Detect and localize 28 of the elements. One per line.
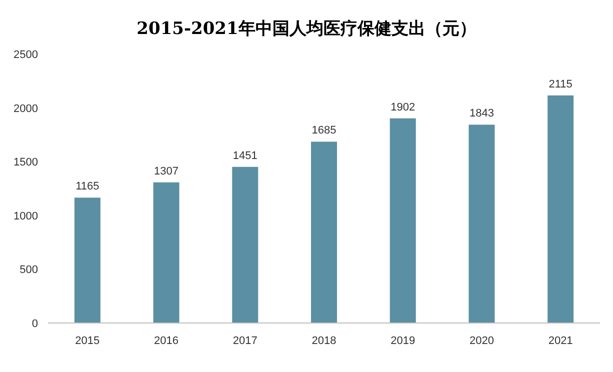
data-label: 1307: [154, 165, 179, 178]
x-tick-label: 2020: [469, 335, 494, 347]
bar: [74, 198, 100, 323]
x-tick-label: 2015: [75, 335, 100, 347]
data-label: 1165: [76, 180, 100, 193]
y-tick-label: 2000: [14, 102, 38, 115]
data-label: 1902: [390, 101, 416, 114]
data-label: 1451: [232, 150, 258, 162]
y-tick-label: 2500: [14, 49, 38, 61]
data-label: 1843: [469, 108, 494, 120]
x-tick-label: 2018: [312, 335, 336, 347]
x-tick-label: 2021: [548, 335, 573, 347]
bar: [390, 118, 416, 323]
bar: [232, 166, 258, 323]
x-tick-label: 2016: [154, 335, 179, 347]
x-tick-label: 2017: [232, 335, 258, 347]
bar: [153, 182, 180, 323]
bar: [548, 95, 574, 323]
x-tick-label: 2019: [390, 335, 416, 347]
bar: [468, 124, 495, 323]
data-label: 2115: [548, 78, 572, 90]
data-label: 1685: [312, 124, 336, 137]
y-tick-label: 1000: [14, 210, 38, 222]
y-tick-label: 0: [32, 318, 38, 330]
y-tick-label: 1500: [14, 156, 38, 169]
bar: [311, 142, 337, 323]
chart-title: 2015-2021年中国人均医疗保健支出（元）: [136, 19, 476, 39]
y-tick-label: 500: [20, 264, 38, 276]
